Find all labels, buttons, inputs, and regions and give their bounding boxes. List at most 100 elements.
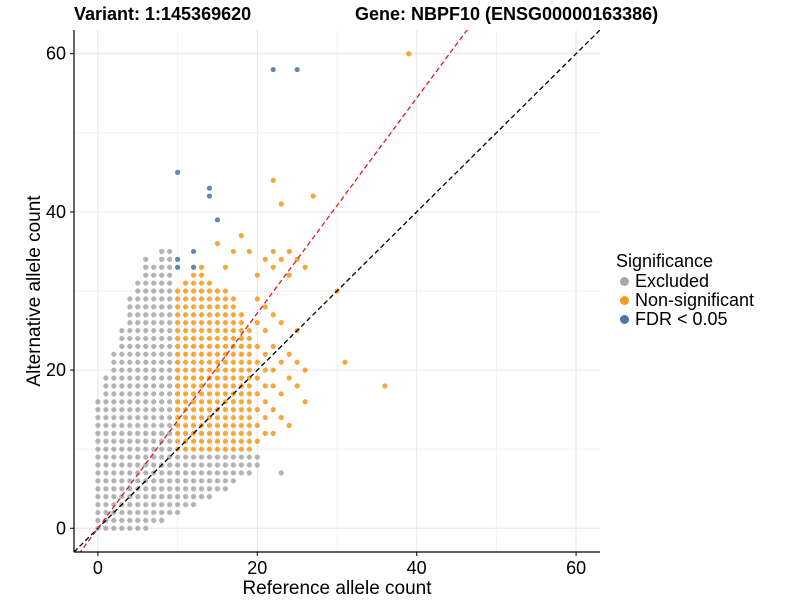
data-point-excluded (175, 494, 181, 500)
data-point-excluded (95, 446, 101, 452)
data-point-excluded (135, 517, 141, 523)
data-point-non-significant (190, 327, 197, 334)
data-point-non-significant (206, 343, 213, 349)
data-point-excluded (167, 264, 173, 270)
data-point-excluded (143, 422, 149, 429)
data-point-excluded (143, 280, 149, 286)
data-point-excluded (159, 446, 165, 452)
data-point-non-significant (175, 383, 181, 389)
data-point-excluded (182, 501, 189, 508)
data-point-non-significant (182, 351, 189, 357)
data-point-excluded (95, 494, 101, 500)
data-point-non-significant (214, 240, 221, 247)
data-point-non-significant (262, 256, 268, 262)
data-point-excluded (151, 407, 157, 413)
data-point-non-significant (214, 320, 221, 326)
data-point-excluded (127, 501, 133, 508)
data-point-fdr-0-05 (190, 248, 197, 255)
data-point-excluded (151, 414, 157, 421)
data-point-non-significant (198, 335, 205, 342)
data-point-non-significant (382, 383, 388, 389)
data-point-non-significant (214, 351, 221, 357)
data-point-excluded (167, 296, 173, 302)
data-point-excluded (151, 399, 157, 405)
data-point-excluded (246, 470, 252, 476)
data-point-excluded (230, 462, 236, 468)
data-point-excluded (151, 288, 157, 294)
data-point-excluded (238, 470, 244, 476)
y-tick-label: 20 (46, 360, 66, 380)
data-point-non-significant (190, 296, 197, 302)
data-point-excluded (95, 430, 101, 436)
data-point-excluded (159, 312, 165, 318)
data-point-non-significant (182, 335, 189, 342)
data-point-excluded (103, 438, 109, 444)
data-point-excluded (167, 438, 173, 444)
data-point-non-significant (310, 193, 316, 199)
data-point-non-significant (198, 375, 205, 381)
data-point-excluded (127, 343, 133, 349)
data-point-non-significant (206, 351, 213, 357)
data-point-non-significant (230, 414, 236, 421)
data-point-non-significant (206, 438, 213, 444)
data-point-non-significant (190, 422, 197, 429)
data-point-non-significant (262, 399, 268, 405)
data-point-non-significant (175, 288, 181, 294)
data-point-excluded (127, 335, 133, 342)
data-point-excluded (103, 462, 109, 468)
data-point-excluded (151, 296, 157, 302)
data-point-excluded (246, 462, 252, 468)
data-point-excluded (182, 478, 189, 484)
data-point-excluded (222, 454, 229, 460)
data-point-excluded (159, 399, 165, 405)
data-point-excluded (103, 501, 109, 508)
x-tick-label: 0 (93, 558, 103, 578)
x-tick-label: 40 (407, 558, 427, 578)
data-point-excluded (167, 414, 173, 421)
data-point-non-significant (222, 414, 229, 421)
data-point-excluded (143, 320, 149, 326)
data-point-excluded (159, 343, 165, 349)
data-point-non-significant (206, 312, 213, 318)
data-point-non-significant (270, 312, 276, 318)
data-point-non-significant (214, 343, 221, 349)
data-point-non-significant (254, 343, 260, 349)
data-point-excluded (206, 478, 213, 484)
data-point-excluded (214, 454, 221, 460)
data-point-excluded (103, 478, 109, 484)
data-point-excluded (111, 430, 117, 436)
data-point-excluded (159, 248, 165, 255)
data-point-non-significant (270, 407, 276, 413)
data-point-excluded (167, 501, 173, 508)
data-point-excluded (159, 367, 165, 373)
data-point-excluded (103, 494, 109, 500)
data-point-excluded (159, 375, 165, 381)
data-point-excluded (151, 462, 157, 468)
data-point-excluded (151, 422, 157, 429)
data-point-non-significant (238, 414, 244, 421)
data-point-non-significant (222, 391, 229, 397)
data-point-excluded (135, 407, 141, 413)
data-point-non-significant (190, 375, 197, 381)
data-point-excluded (175, 486, 181, 492)
data-point-excluded (103, 486, 109, 492)
data-point-excluded (127, 462, 133, 468)
legend-label: Non-significant (635, 290, 755, 310)
data-point-non-significant (246, 359, 252, 365)
data-point-excluded (167, 446, 173, 452)
data-point-excluded (167, 280, 173, 286)
data-point-excluded (119, 486, 125, 492)
data-point-non-significant (222, 422, 229, 429)
data-point-excluded (135, 312, 141, 318)
data-point-excluded (167, 359, 173, 365)
data-point-non-significant (190, 304, 197, 310)
data-point-excluded (119, 414, 125, 421)
data-point-excluded (151, 486, 157, 492)
data-point-non-significant (198, 383, 205, 389)
data-point-excluded (190, 454, 197, 460)
data-point-excluded (143, 375, 149, 381)
data-point-excluded (151, 367, 157, 373)
data-point-non-significant (206, 422, 213, 429)
data-point-non-significant (254, 375, 260, 381)
data-point-excluded (167, 462, 173, 468)
